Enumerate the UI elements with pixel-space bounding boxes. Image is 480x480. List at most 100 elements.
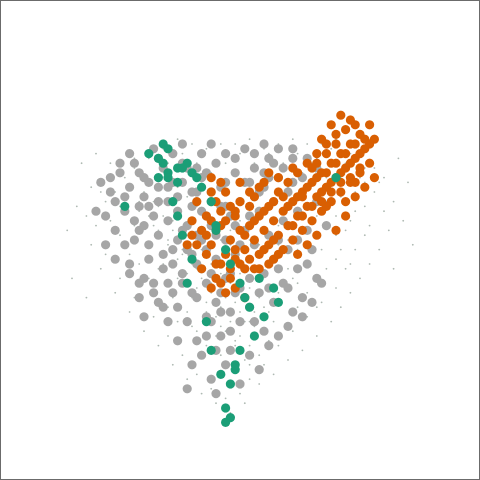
- green-point: [158, 158, 168, 168]
- gray-point: [144, 254, 154, 264]
- orange-point: [201, 230, 211, 240]
- gray-point: [221, 360, 231, 370]
- small-point: [330, 320, 333, 323]
- gray-point: [91, 206, 101, 216]
- small-point: [181, 253, 184, 256]
- gray-point: [206, 374, 216, 384]
- small-point: [320, 301, 323, 304]
- gray-point: [105, 187, 115, 197]
- green-point: [269, 283, 279, 293]
- small-point: [239, 392, 241, 395]
- small-point: [109, 219, 112, 222]
- small-point: [167, 239, 169, 241]
- small-point: [272, 320, 275, 323]
- gray-point: [278, 163, 288, 173]
- orange-point: [182, 240, 192, 250]
- gray-point: [168, 288, 178, 298]
- small-point: [80, 162, 83, 165]
- orange-point: [350, 192, 360, 202]
- gray-point: [134, 168, 144, 178]
- small-point: [176, 258, 179, 261]
- gray-point: [139, 221, 149, 231]
- orange-point: [321, 168, 331, 178]
- gray-point: [120, 192, 130, 202]
- gray-point: [288, 307, 298, 317]
- small-point: [296, 306, 299, 309]
- green-point: [163, 144, 173, 154]
- green-point: [245, 302, 255, 312]
- gray-point: [297, 293, 307, 303]
- small-point: [296, 152, 299, 155]
- gray-point: [125, 182, 135, 192]
- small-point: [387, 229, 390, 232]
- small-point: [152, 224, 155, 227]
- gray-point: [211, 297, 221, 307]
- gray-point: [129, 216, 139, 226]
- gray-point: [115, 158, 125, 168]
- green-point: [240, 293, 250, 303]
- orange-point: [221, 216, 231, 226]
- orange-point: [312, 149, 322, 159]
- small-point: [243, 359, 246, 361]
- orange-point: [225, 201, 235, 211]
- small-point: [397, 157, 400, 160]
- gray-point: [158, 302, 168, 312]
- small-point: [85, 296, 88, 299]
- gray-point: [144, 177, 154, 187]
- small-point: [330, 147, 333, 150]
- gray-point: [139, 273, 149, 283]
- green-point: [221, 417, 231, 427]
- gray-point: [216, 331, 226, 341]
- orange-point: [312, 158, 322, 168]
- small-point: [248, 287, 251, 289]
- orange-point: [230, 245, 240, 255]
- gray-point: [211, 158, 221, 168]
- gray-point: [149, 278, 159, 288]
- gray-point: [153, 230, 163, 240]
- small-point: [200, 277, 203, 280]
- small-point: [219, 354, 222, 357]
- gray-point: [153, 197, 163, 207]
- orange-point: [317, 134, 327, 144]
- orange-point: [235, 259, 245, 269]
- small-point: [272, 373, 275, 376]
- gray-point: [211, 389, 221, 399]
- small-point: [195, 373, 198, 376]
- small-point: [191, 143, 193, 145]
- gray-point: [110, 254, 120, 264]
- small-point: [143, 330, 145, 333]
- gray-point: [273, 331, 283, 341]
- orange-point: [197, 264, 207, 274]
- small-point: [363, 205, 366, 208]
- small-point: [215, 315, 217, 318]
- green-point: [168, 197, 178, 207]
- small-point: [224, 397, 227, 400]
- green-point: [225, 259, 235, 269]
- orange-point: [249, 264, 259, 274]
- small-point: [354, 248, 357, 251]
- orange-point: [360, 182, 370, 192]
- small-point: [104, 253, 107, 256]
- gray-point: [249, 149, 259, 159]
- small-point: [239, 272, 241, 275]
- gray-point: [125, 259, 135, 269]
- small-point: [215, 402, 217, 405]
- gray-point: [288, 153, 298, 163]
- gray-point: [177, 139, 187, 149]
- small-point: [75, 205, 78, 208]
- gray-point: [235, 317, 245, 327]
- orange-point: [245, 254, 255, 264]
- orange-point: [326, 120, 336, 130]
- green-point: [173, 177, 183, 187]
- green-point: [182, 278, 192, 288]
- gray-point: [288, 144, 298, 154]
- small-point: [383, 176, 385, 179]
- small-point: [291, 138, 294, 141]
- orange-point: [235, 197, 245, 207]
- orange-point: [249, 235, 259, 245]
- green-point: [273, 297, 283, 307]
- small-point: [224, 162, 227, 165]
- orange-point: [240, 245, 250, 255]
- small-point: [186, 378, 189, 381]
- small-point: [234, 339, 237, 342]
